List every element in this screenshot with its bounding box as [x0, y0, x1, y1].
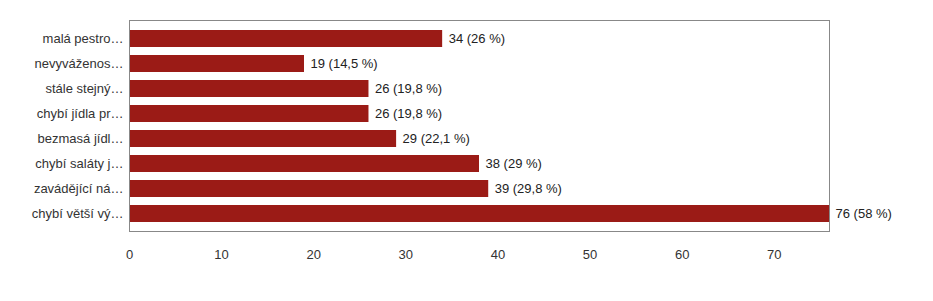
- svg-text:stále stejný…: stále stejný…: [45, 81, 123, 96]
- svg-text:26 (19,8 %): 26 (19,8 %): [375, 81, 442, 96]
- svg-text:39 (29,8 %): 39 (29,8 %): [495, 181, 562, 196]
- svg-text:20: 20: [306, 247, 320, 262]
- svg-text:40: 40: [491, 247, 505, 262]
- svg-text:38 (29 %): 38 (29 %): [486, 156, 542, 171]
- svg-text:19 (14,5 %): 19 (14,5 %): [311, 56, 378, 71]
- svg-text:0: 0: [126, 247, 133, 262]
- svg-text:70: 70: [767, 247, 781, 262]
- svg-text:34 (26 %): 34 (26 %): [449, 31, 505, 46]
- svg-text:30: 30: [399, 247, 413, 262]
- svg-text:10: 10: [214, 247, 228, 262]
- svg-text:zavádějící ná…: zavádějící ná…: [34, 181, 124, 196]
- svg-text:26 (19,8 %): 26 (19,8 %): [375, 106, 442, 121]
- svg-text:chybí saláty j…: chybí saláty j…: [35, 156, 123, 171]
- svg-text:50: 50: [583, 247, 597, 262]
- svg-text:chybí jídla pr…: chybí jídla pr…: [37, 106, 124, 121]
- svg-text:29 (22,1 %): 29 (22,1 %): [403, 131, 470, 146]
- svg-text:bezmasá jídl…: bezmasá jídl…: [38, 131, 124, 146]
- svg-text:malá pestro…: malá pestro…: [43, 31, 124, 46]
- svg-text:chybí větší vý…: chybí větší vý…: [32, 206, 124, 221]
- svg-text:nevyváženos…: nevyváženos…: [35, 56, 124, 71]
- svg-text:76 (58 %): 76 (58 %): [836, 206, 892, 221]
- svg-text:60: 60: [675, 247, 689, 262]
